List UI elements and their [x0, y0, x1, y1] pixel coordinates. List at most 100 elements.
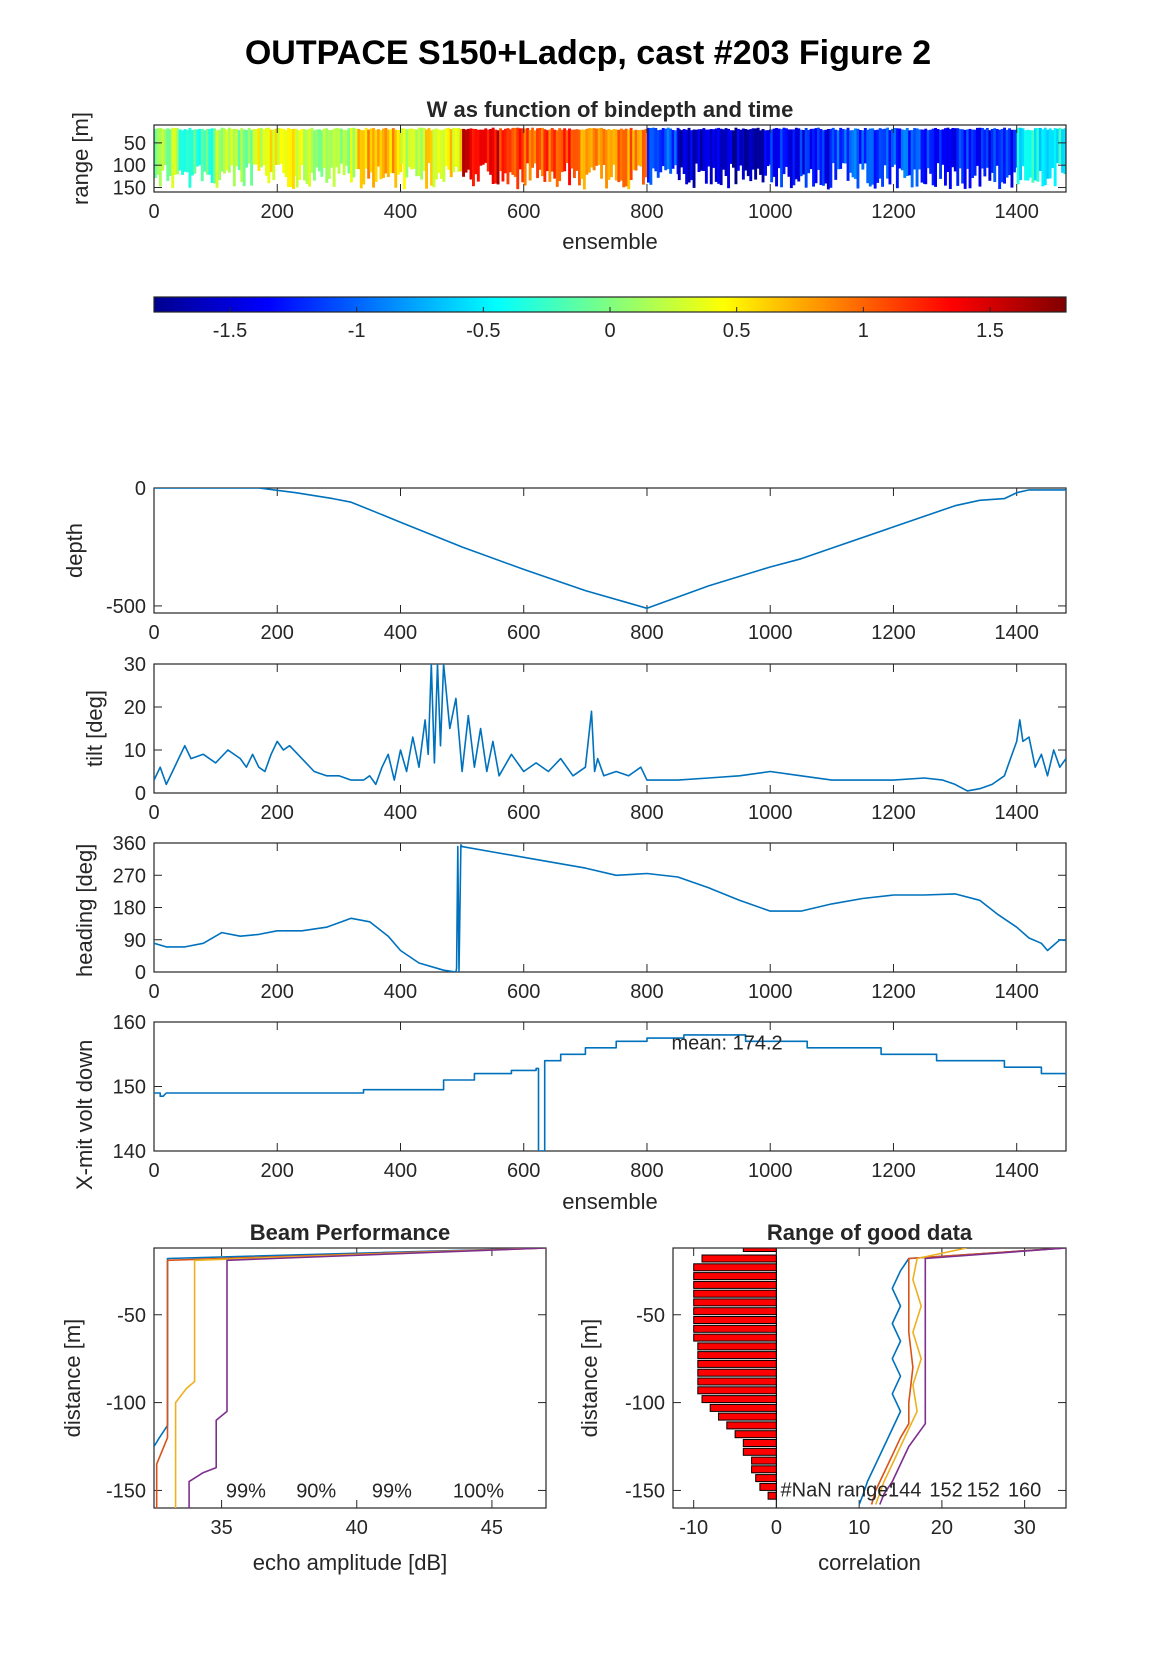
range-good-data-bar: [697, 1377, 777, 1386]
colorbar: -1.5 -1 -0.5 0 0.5 1 1.5: [153, 296, 1067, 342]
heading-xtick-label: 0: [148, 981, 159, 1003]
w-image-cell: [770, 129, 774, 183]
range-good-data-bar: [693, 1333, 777, 1342]
w-image-cell: [168, 129, 172, 176]
w-image-cell: [976, 127, 979, 166]
beam-performance-ytick-label: -150: [106, 1480, 146, 1502]
w-image-cell: [881, 129, 884, 187]
w-image-cell: [749, 129, 753, 182]
w-image-cell: [158, 127, 162, 187]
w-image-cell: [247, 127, 251, 164]
w-image-cell: [1034, 128, 1037, 181]
w-image-cell: [315, 129, 319, 168]
w-image-cell: [250, 129, 253, 186]
range-good-data-bar: [709, 1403, 777, 1412]
w-image-cell: [357, 129, 361, 170]
w-image-cell: [310, 127, 314, 173]
w-image-cell: [910, 130, 914, 188]
range-good-data-bar: [693, 1298, 777, 1307]
w-image-cell: [941, 129, 945, 165]
w-image-cell: [851, 130, 855, 178]
beam-performance-ytick-label: -50: [117, 1305, 146, 1327]
tilt-ytick-label: 0: [135, 783, 146, 805]
tilt-xtick-label: 600: [507, 802, 540, 824]
xmit-xlabel: ensemble: [562, 1189, 657, 1214]
w-image-cell: [647, 127, 650, 183]
range-good-data-bar: [751, 1465, 777, 1474]
w-image-cell: [746, 129, 750, 177]
w-image-cell: [866, 129, 870, 184]
w-image-cell: [462, 128, 465, 177]
xmit-xtick-label: 200: [261, 1160, 294, 1182]
w-image-cell: [232, 128, 236, 187]
xmit-xtick-label: 1000: [748, 1160, 793, 1182]
w-image-cell: [895, 128, 899, 189]
w-image-cell: [661, 128, 665, 167]
w-image-cell: [802, 130, 806, 175]
w-image-cell: [1038, 128, 1042, 171]
w-image-cell: [412, 129, 416, 169]
w-image-cell: [831, 127, 835, 164]
w-image-cell: [888, 130, 892, 185]
range-good-data-series-line-1: [870, 1248, 1066, 1505]
w-image-cell: [476, 129, 480, 182]
w-image-cell: [908, 130, 912, 176]
w-image-cell: [1051, 130, 1055, 169]
w-image-cell: [585, 128, 589, 175]
w-image-xlabel: ensemble: [562, 229, 657, 254]
range-good-data-xtick-label: 30: [1014, 1517, 1036, 1539]
range-good-data-series-line-2: [874, 1248, 967, 1505]
w-image-cell: [697, 129, 701, 172]
depth-ytick-label: 0: [135, 478, 146, 500]
beam-performance-percent-label: 100%: [453, 1480, 504, 1502]
w-image-cell: [230, 128, 234, 166]
tilt-ylabel: tilt [deg]: [82, 690, 107, 767]
w-image-cell: [464, 129, 468, 173]
w-image-cell: [934, 128, 937, 187]
w-image-cell: [267, 127, 271, 184]
w-image-cell: [764, 130, 767, 176]
w-image-cell: [637, 130, 640, 166]
w-image-cell: [295, 129, 299, 188]
range-good-data-bar: [697, 1351, 777, 1360]
w-image-title: W as function of bindepth and time: [427, 97, 794, 122]
w-image-cell: [183, 129, 187, 172]
range-good-data-bar: [759, 1482, 777, 1491]
colorbar-tick-label: 1.5: [976, 320, 1004, 342]
beam-performance-xlabel: echo amplitude [dB]: [253, 1550, 447, 1575]
tilt-ytick-label: 10: [124, 740, 146, 762]
w-image-cell: [287, 128, 290, 188]
w-image-cell: [161, 128, 165, 171]
w-image-cell: [744, 129, 748, 171]
w-image-cell: [592, 128, 596, 171]
w-image-cell: [809, 128, 813, 170]
xmit-ylabel: X-mit volt down: [72, 1040, 97, 1190]
w-image-cell: [538, 128, 542, 170]
w-image-cell: [709, 129, 713, 185]
w-image-cell: [501, 130, 505, 182]
w-image-cell: [430, 130, 433, 186]
w-image-cell: [826, 129, 830, 190]
depth-xtick-label: 0: [148, 622, 159, 644]
w-image-cell: [610, 130, 613, 178]
w-image-cell: [1048, 128, 1052, 179]
w-image-cell: [732, 130, 735, 168]
w-image-cell: [739, 129, 743, 166]
w-image-cell: [543, 129, 547, 182]
w-image-cell: [218, 129, 221, 181]
w-image-cell: [516, 127, 520, 190]
w-image-ytick-label: 100: [113, 155, 146, 177]
range-good-data-bar: [734, 1430, 777, 1439]
w-image-cell: [782, 127, 786, 175]
w-image-cell: [841, 129, 845, 164]
w-image-cell: [993, 128, 997, 182]
xmit-annotation: mean: 174.2: [671, 1033, 782, 1055]
w-image-cell: [1019, 127, 1023, 181]
w-image-cell: [886, 127, 889, 179]
w-image-cell: [494, 129, 498, 184]
w-image-cell: [687, 127, 691, 183]
range-good-data-bar: [697, 1359, 777, 1368]
w-image-cell: [203, 130, 207, 172]
beam-performance-ytick-label: -100: [106, 1393, 146, 1415]
